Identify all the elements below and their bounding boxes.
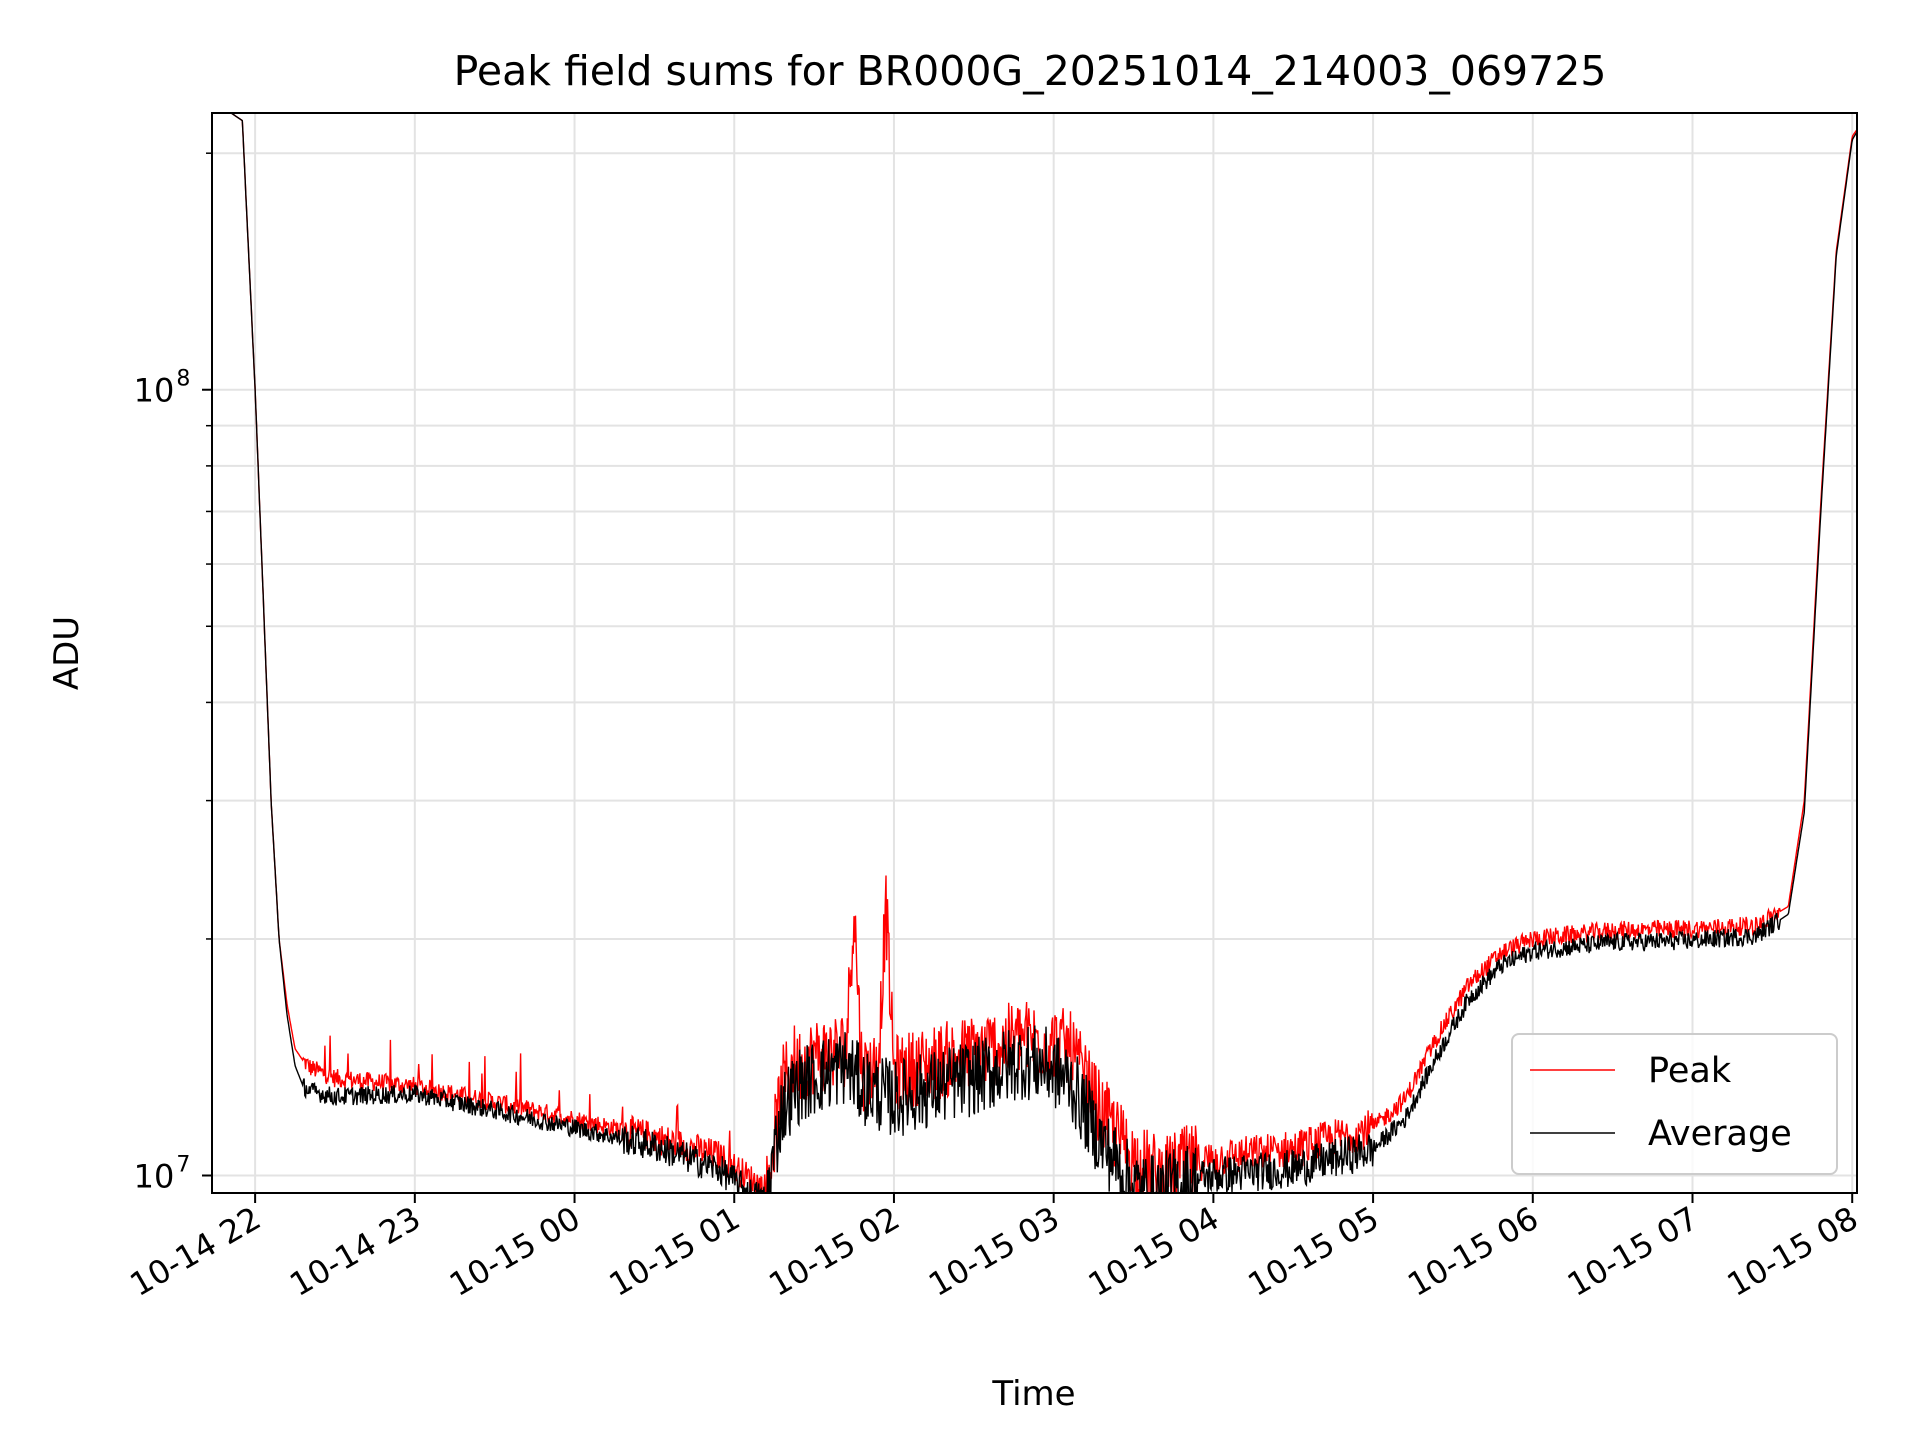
series-layer — [230, 113, 1857, 1193]
legend-label-peak: Peak — [1648, 1051, 1732, 1091]
legend: Peak Average — [1511, 1033, 1838, 1175]
series-line-average — [230, 113, 1857, 1193]
y-tick-exponent: 7 — [176, 1152, 190, 1177]
y-axis-label: ADU — [47, 616, 87, 690]
grid-layer — [212, 113, 1857, 1193]
x-axis-label: Time — [991, 1374, 1075, 1414]
ticks-layer — [202, 152, 1854, 1203]
plot-area-frame — [211, 112, 1858, 1194]
legend-box — [1511, 1033, 1838, 1175]
legend-label-average: Average — [1648, 1114, 1792, 1154]
y-tick-label: 108 — [134, 367, 191, 410]
y-tick-exponent: 8 — [176, 367, 190, 392]
chart-title: Peak field sums for BR000G_20251014_2140… — [454, 47, 1607, 95]
